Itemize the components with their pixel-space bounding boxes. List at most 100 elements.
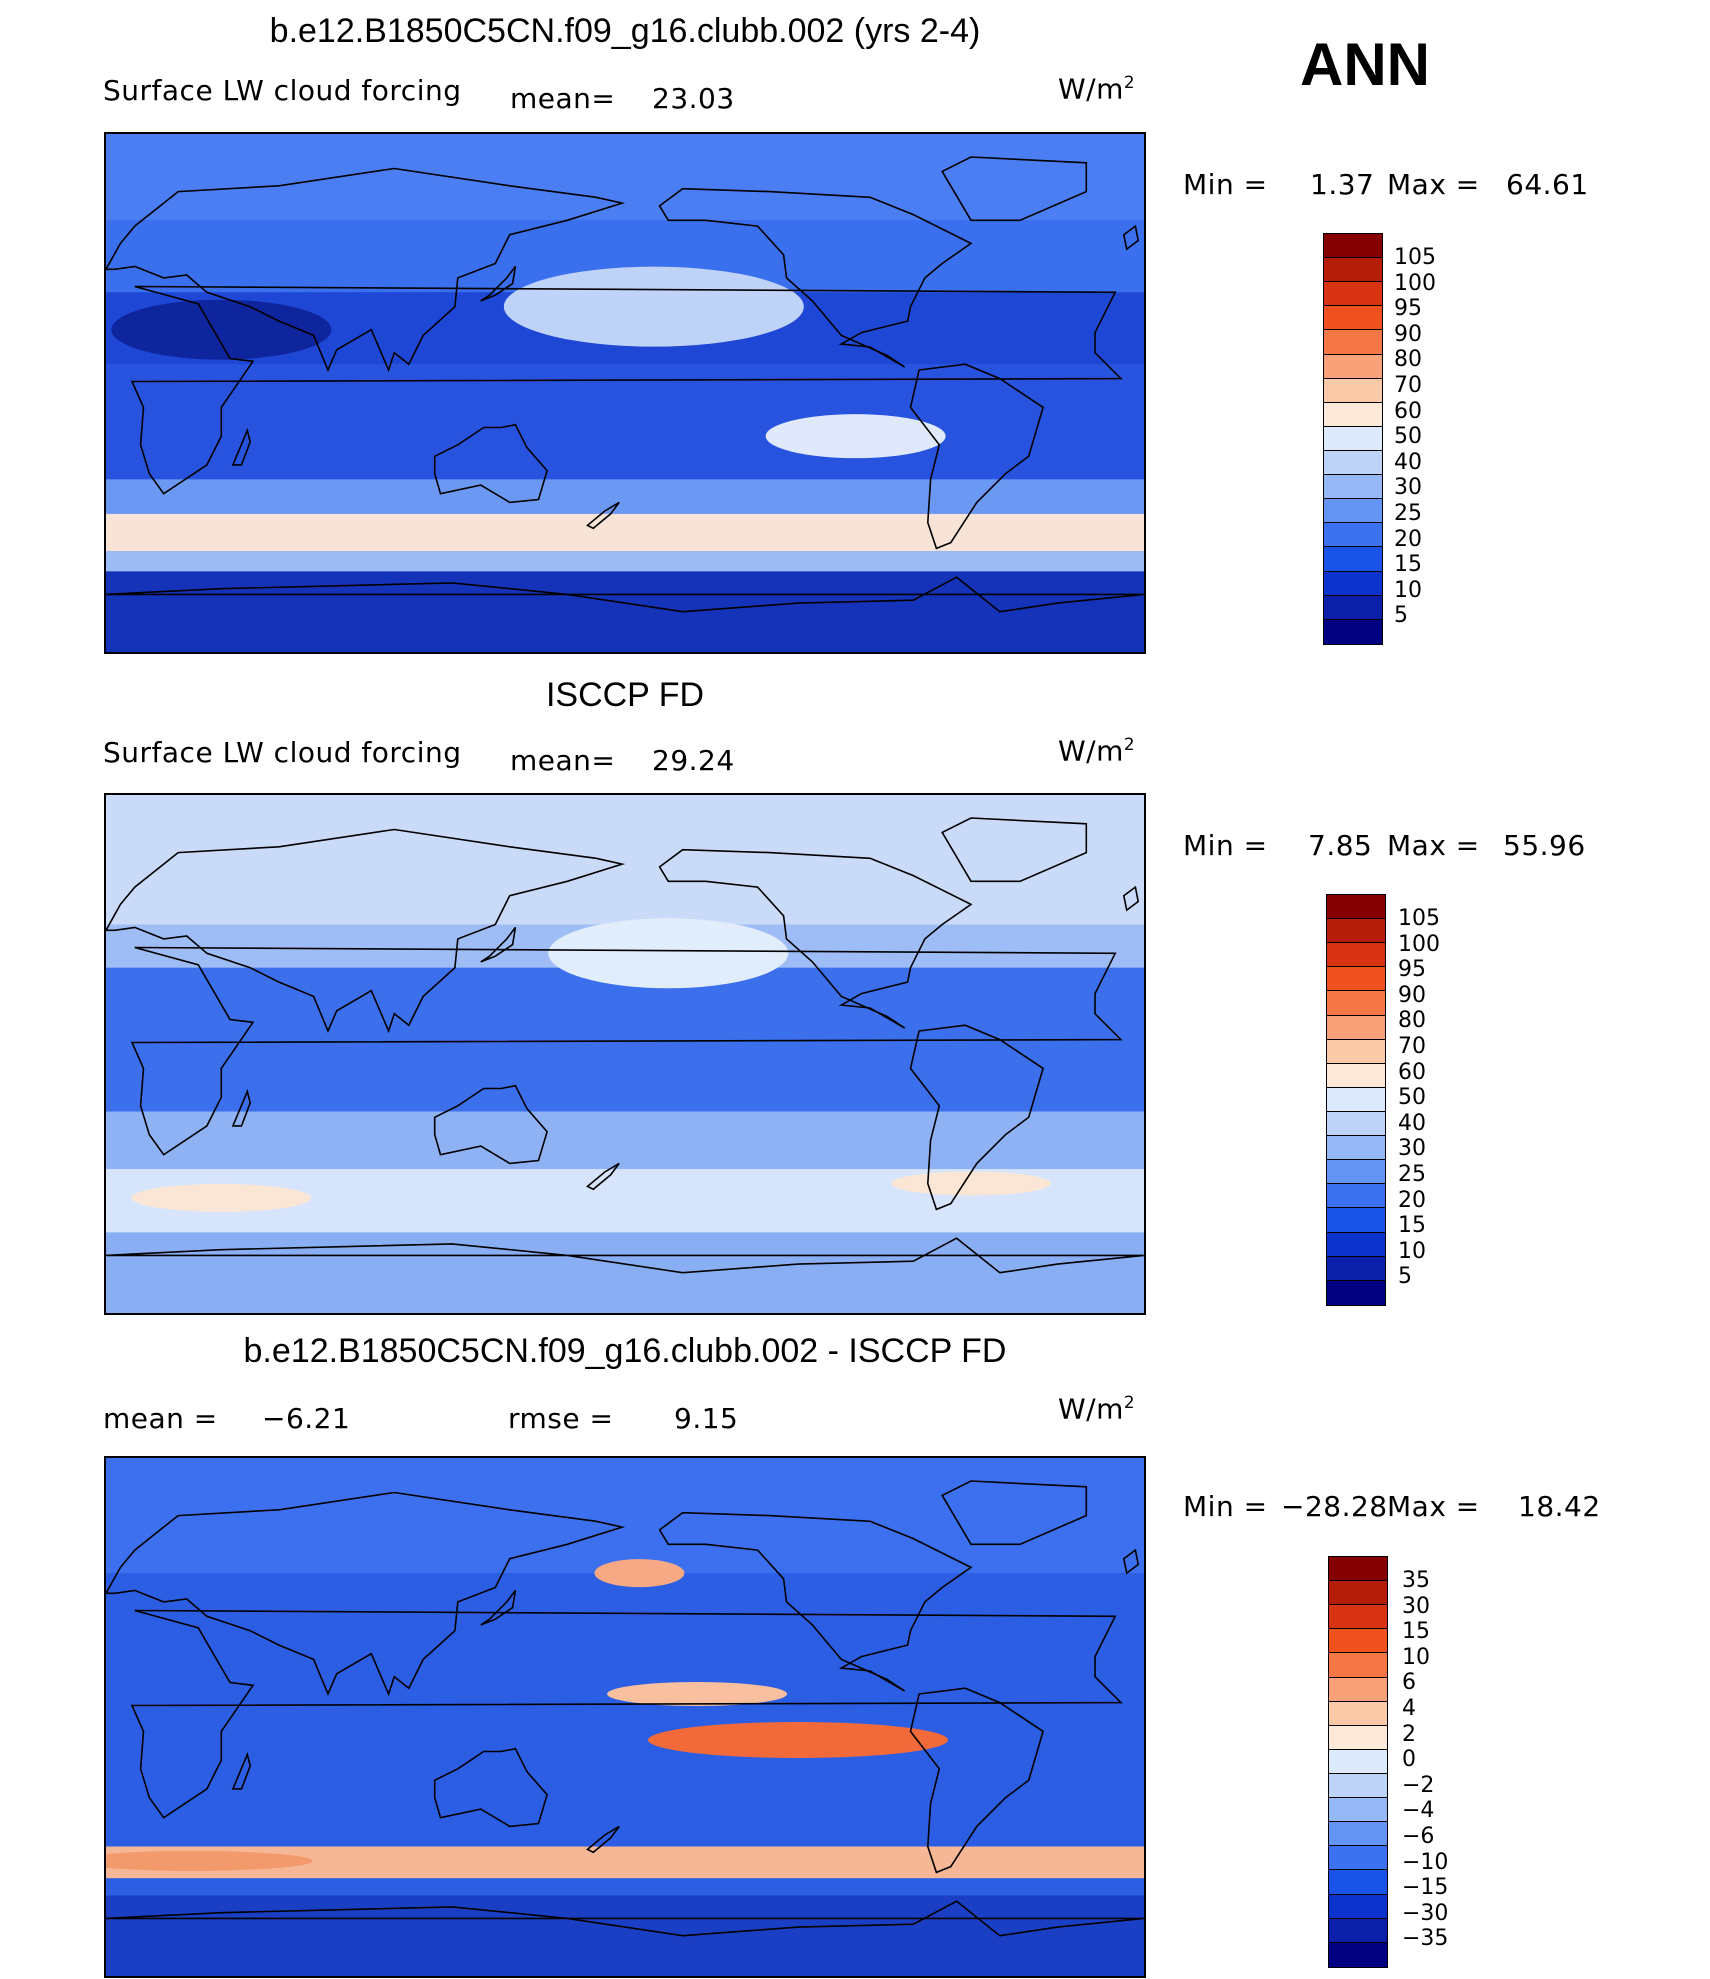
coastline	[480, 265, 517, 302]
colorbar-tick-label: 80	[1398, 1008, 1426, 1034]
colorbar-tick-label: −35	[1402, 1926, 1449, 1952]
colorbar-tick-label: 70	[1398, 1033, 1426, 1059]
panel2-min-label: Min =	[1183, 829, 1268, 862]
blob	[503, 266, 804, 347]
blob	[106, 1850, 313, 1871]
colorbar-tick-label: 25	[1398, 1161, 1426, 1187]
colorbar-bin	[1324, 475, 1382, 500]
colorbar-bin	[1327, 1111, 1385, 1137]
colorbar-bin	[1329, 1918, 1387, 1943]
panel3-colorbar	[1328, 1556, 1388, 1968]
coastline	[658, 1511, 973, 1692]
panel1-max-value: 64.61	[1506, 168, 1589, 201]
colorbar-bin	[1324, 282, 1382, 307]
coastline	[231, 427, 252, 466]
coastline	[909, 363, 1045, 550]
panel2-variable-label: Surface LW cloud forcing	[103, 736, 462, 769]
panel1-units: W/m2	[1058, 72, 1136, 106]
coastline	[106, 576, 1144, 613]
colorbar-tick-label: 0	[1402, 1747, 1416, 1773]
colorbar-tick-label: 10	[1398, 1238, 1426, 1264]
coastline	[1122, 1548, 1140, 1575]
coastline	[909, 1687, 1045, 1874]
coastline	[941, 817, 1088, 883]
colorbar-bin	[1327, 967, 1385, 992]
colorbar-tick-label: 90	[1398, 982, 1426, 1008]
colorbar-tick-label: 10	[1394, 577, 1422, 603]
coastline	[433, 423, 548, 504]
colorbar-bin	[1327, 1015, 1385, 1040]
colorbar-bin	[1327, 943, 1385, 968]
panel2-map	[104, 793, 1146, 1315]
colorbar-tick-label: 20	[1398, 1187, 1426, 1213]
panel3-min-value: −28.28	[1281, 1490, 1388, 1523]
band	[106, 1111, 1144, 1170]
colorbar-bin	[1327, 1184, 1385, 1209]
band	[106, 1232, 1144, 1313]
colorbar-tick-label: 15	[1398, 1213, 1426, 1239]
blob	[891, 1171, 1051, 1196]
colorbar-tick-label: 60	[1394, 398, 1422, 424]
colorbar-bin	[1329, 1749, 1387, 1774]
band	[106, 134, 1144, 221]
colorbar-tick-label: 105	[1398, 906, 1440, 931]
colorbar-bin	[1329, 1798, 1387, 1823]
map-svg	[106, 134, 1144, 652]
colorbar-bin	[1329, 1581, 1387, 1606]
colorbar-bin	[1329, 1725, 1387, 1750]
panel2-mean-value: 29.24	[652, 744, 735, 777]
colorbar-tick-label: 60	[1398, 1059, 1426, 1085]
blob	[548, 918, 789, 989]
colorbar-bin	[1327, 1208, 1385, 1233]
panel1-max-label: Max =	[1387, 168, 1480, 201]
colorbar-tick-label: 2	[1402, 1721, 1416, 1747]
colorbar-bin	[1329, 1605, 1387, 1630]
coastline	[231, 1751, 252, 1790]
panel3-units: W/m2	[1058, 1392, 1136, 1426]
panel3-mean-value: −6.21	[262, 1402, 351, 1435]
band	[106, 1458, 1144, 1574]
coastline	[1122, 885, 1140, 912]
panel2-max-value: 55.96	[1503, 829, 1586, 862]
colorbar-bin	[1329, 1773, 1387, 1799]
band	[106, 1895, 1144, 1976]
colorbar-tick-label: 100	[1398, 931, 1440, 957]
band	[106, 551, 1144, 572]
blob	[111, 299, 332, 360]
panel1-min-label: Min =	[1183, 168, 1268, 201]
colorbar-tick-label: −10	[1402, 1849, 1449, 1875]
colorbar-bin	[1324, 258, 1382, 283]
colorbar-tick-label: 30	[1402, 1593, 1430, 1619]
colorbar-tick-label: 40	[1398, 1110, 1426, 1136]
coastline	[658, 187, 973, 368]
coastline	[480, 926, 517, 963]
colorbar-tick-label: 100	[1394, 270, 1436, 296]
coastline	[433, 1084, 548, 1165]
colorbar-bin	[1324, 306, 1382, 331]
colorbar-bin	[1329, 1701, 1387, 1726]
colorbar-bin	[1324, 426, 1382, 451]
coastline	[106, 167, 626, 373]
panel3-min-label: Min =	[1183, 1490, 1268, 1523]
coastline	[941, 1480, 1088, 1546]
colorbar-bin	[1329, 1677, 1387, 1702]
map-svg	[106, 795, 1144, 1313]
panel2-colorbar	[1326, 894, 1386, 1306]
colorbar-bin	[1327, 919, 1385, 944]
panel1-map	[104, 132, 1146, 654]
colorbar-bin	[1324, 234, 1382, 259]
colorbar-tick-label: −4	[1402, 1798, 1435, 1824]
panel2-mean-label: mean=	[510, 744, 616, 777]
colorbar-tick-label: 5	[1398, 1264, 1412, 1290]
panel1-mean-label: mean=	[510, 82, 616, 115]
colorbar-bin	[1324, 402, 1382, 427]
colorbar-bin	[1329, 1846, 1387, 1871]
colorbar-tick-label: 40	[1394, 449, 1422, 475]
coastline	[433, 1747, 548, 1828]
colorbar-tick-label: 15	[1402, 1619, 1430, 1645]
colorbar-bin	[1324, 523, 1382, 548]
colorbar-bin	[1324, 499, 1382, 524]
colorbar-tick-label: 30	[1394, 475, 1422, 501]
panel3-colorbar-ticks: 35 30 15 10 6 4 2 0 −2 −4 −6 −10 −15 −30 −35	[1402, 1568, 1448, 1952]
colorbar-bin	[1327, 1087, 1385, 1112]
